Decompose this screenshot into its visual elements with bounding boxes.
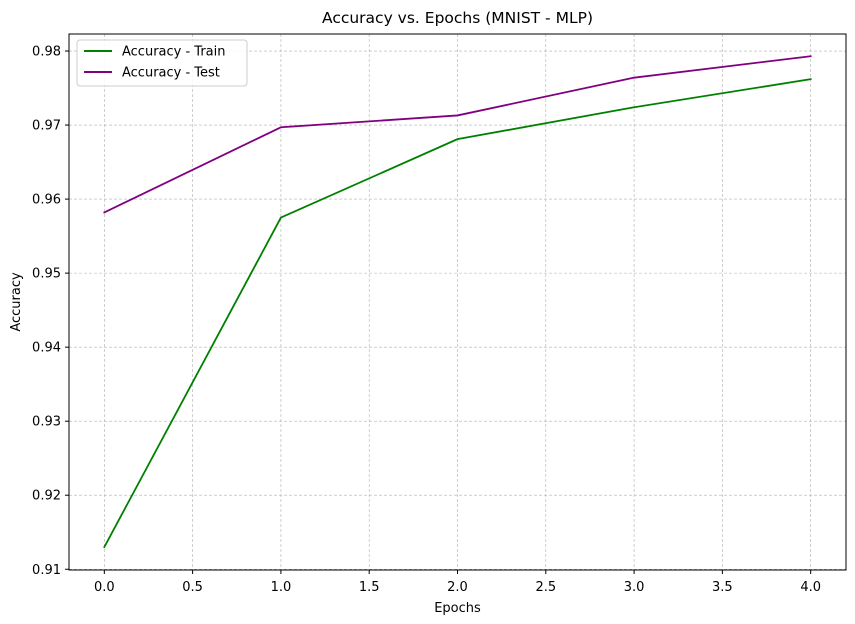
legend-box xyxy=(76,39,248,87)
y-tick-label: 0.94 xyxy=(32,341,61,356)
legend-label-test: Accuracy - Test xyxy=(122,66,220,81)
y-tick-label: 0.92 xyxy=(32,489,61,504)
x-tick-label: 4.0 xyxy=(800,580,821,595)
x-axis-label: Epochs xyxy=(434,601,481,616)
y-tick-label: 0.91 xyxy=(32,563,61,578)
y-tick-label: 0.96 xyxy=(32,193,61,208)
x-tick-label: 3.0 xyxy=(624,580,645,595)
x-tick-label: 2.5 xyxy=(535,580,556,595)
x-tick-label: 3.5 xyxy=(712,580,733,595)
chart-title: Accuracy vs. Epochs (MNIST - MLP) xyxy=(322,9,593,27)
y-tick-label: 0.97 xyxy=(32,119,61,134)
y-tick-label: 0.93 xyxy=(32,415,61,430)
series-line-test xyxy=(103,55,812,214)
y-axis-label: Accuracy xyxy=(9,272,24,332)
grid xyxy=(69,34,846,570)
series-lines xyxy=(103,55,812,549)
x-tick-label: 1.5 xyxy=(359,580,380,595)
legend: Accuracy - Train Accuracy - Test xyxy=(76,39,248,87)
x-tick-label: 0.0 xyxy=(94,580,115,595)
x-ticks: 0.0 0.5 1.0 1.5 2.0 2.5 3.0 3.5 4.0 xyxy=(94,570,821,595)
y-tick-label: 0.98 xyxy=(32,45,61,60)
legend-label-train: Accuracy - Train xyxy=(122,45,226,60)
x-tick-label: 0.5 xyxy=(182,580,203,595)
y-tick-label: 0.95 xyxy=(32,267,61,282)
x-tick-label: 1.0 xyxy=(271,580,292,595)
x-tick-label: 2.0 xyxy=(447,580,468,595)
y-ticks: 0.91 0.92 0.93 0.94 0.95 0.96 0.97 0.98 xyxy=(32,45,69,578)
series-line-train xyxy=(103,78,812,549)
